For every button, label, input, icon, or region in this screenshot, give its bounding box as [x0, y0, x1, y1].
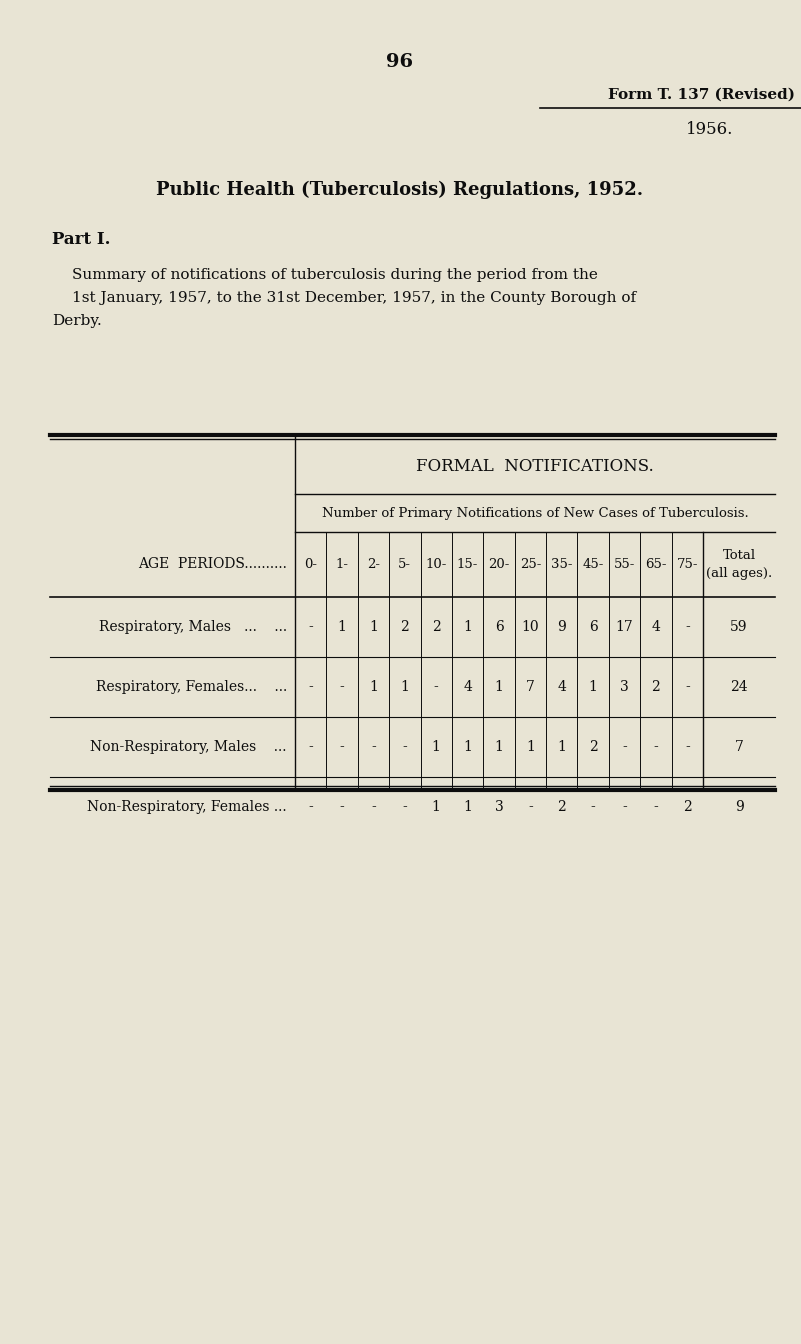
- Text: 1956.: 1956.: [686, 121, 734, 138]
- Text: 9: 9: [735, 800, 743, 814]
- Text: 6: 6: [495, 620, 503, 634]
- Text: Respiratory, Males   ...    ...: Respiratory, Males ... ...: [99, 620, 287, 634]
- Text: -: -: [622, 800, 627, 814]
- Text: 0-: 0-: [304, 558, 317, 571]
- Text: 4: 4: [651, 620, 660, 634]
- Text: 1: 1: [589, 680, 598, 694]
- Text: 15-: 15-: [457, 558, 478, 571]
- Text: 2: 2: [683, 800, 692, 814]
- Text: 10-: 10-: [425, 558, 447, 571]
- Text: 1: 1: [526, 741, 535, 754]
- Text: -: -: [340, 741, 344, 754]
- Text: 1: 1: [463, 800, 472, 814]
- Text: 65-: 65-: [645, 558, 666, 571]
- Text: 2: 2: [557, 800, 566, 814]
- Text: -: -: [434, 680, 439, 694]
- Text: 1: 1: [557, 741, 566, 754]
- Text: -: -: [528, 800, 533, 814]
- Text: 1: 1: [338, 620, 347, 634]
- Text: 45-: 45-: [582, 558, 604, 571]
- Text: -: -: [654, 741, 658, 754]
- Text: Non-Respiratory, Females ...: Non-Respiratory, Females ...: [87, 800, 287, 814]
- Text: 2: 2: [432, 620, 441, 634]
- Text: 20-: 20-: [489, 558, 509, 571]
- Text: Part I.: Part I.: [52, 231, 111, 249]
- Text: Number of Primary Notifications of New Cases of Tuberculosis.: Number of Primary Notifications of New C…: [322, 507, 748, 520]
- Text: 3: 3: [495, 800, 503, 814]
- Text: 25-: 25-: [520, 558, 541, 571]
- Text: 75-: 75-: [677, 558, 698, 571]
- Text: 3: 3: [620, 680, 629, 694]
- Text: -: -: [371, 800, 376, 814]
- Text: -: -: [308, 620, 313, 634]
- Text: -: -: [340, 800, 344, 814]
- Text: -: -: [402, 800, 407, 814]
- Text: 2: 2: [589, 741, 598, 754]
- Text: -: -: [308, 680, 313, 694]
- Text: 2: 2: [651, 680, 660, 694]
- Text: -: -: [308, 741, 313, 754]
- Text: 1-: 1-: [336, 558, 348, 571]
- Text: 24: 24: [731, 680, 748, 694]
- Text: 1: 1: [432, 800, 441, 814]
- Text: Total: Total: [723, 548, 755, 562]
- Text: Respiratory, Females...    ...: Respiratory, Females... ...: [96, 680, 287, 694]
- Text: Form T. 137 (Revised): Form T. 137 (Revised): [608, 87, 795, 102]
- Text: 59: 59: [731, 620, 748, 634]
- Text: -: -: [308, 800, 313, 814]
- Text: 1: 1: [369, 680, 378, 694]
- Text: -: -: [622, 741, 627, 754]
- Text: Derby.: Derby.: [52, 314, 102, 328]
- Text: 7: 7: [735, 741, 743, 754]
- Text: 5-: 5-: [398, 558, 412, 571]
- Text: -: -: [371, 741, 376, 754]
- Text: 1: 1: [463, 620, 472, 634]
- Text: -: -: [685, 680, 690, 694]
- Text: -: -: [402, 741, 407, 754]
- Text: -: -: [685, 741, 690, 754]
- Text: 1: 1: [400, 680, 409, 694]
- Text: 4: 4: [557, 680, 566, 694]
- Text: 1: 1: [494, 741, 504, 754]
- Text: 1: 1: [432, 741, 441, 754]
- Text: Non-Respiratory, Males    ...: Non-Respiratory, Males ...: [91, 741, 287, 754]
- Text: 2: 2: [400, 620, 409, 634]
- Text: 7: 7: [526, 680, 535, 694]
- Text: -: -: [685, 620, 690, 634]
- Text: 96: 96: [386, 52, 413, 71]
- Text: 1: 1: [494, 680, 504, 694]
- Text: -: -: [340, 680, 344, 694]
- Text: Public Health (Tuberculosis) Regulations, 1952.: Public Health (Tuberculosis) Regulations…: [156, 181, 643, 199]
- Text: -: -: [654, 800, 658, 814]
- Text: FORMAL  NOTIFICATIONS.: FORMAL NOTIFICATIONS.: [417, 458, 654, 474]
- Text: 1: 1: [369, 620, 378, 634]
- Text: 4: 4: [463, 680, 472, 694]
- Text: -: -: [591, 800, 595, 814]
- Text: 2-: 2-: [367, 558, 380, 571]
- Text: 1: 1: [463, 741, 472, 754]
- Text: 35-: 35-: [551, 558, 573, 571]
- Text: 1st January, 1957, to the 31st December, 1957, in the County Borough of: 1st January, 1957, to the 31st December,…: [72, 292, 636, 305]
- Text: 9: 9: [557, 620, 566, 634]
- Text: 55-: 55-: [614, 558, 635, 571]
- Text: (all ages).: (all ages).: [706, 567, 772, 581]
- Text: 6: 6: [589, 620, 598, 634]
- Text: 10: 10: [521, 620, 539, 634]
- Text: 17: 17: [616, 620, 634, 634]
- Text: AGE  PERIODS..........: AGE PERIODS..........: [138, 558, 287, 571]
- Text: Summary of notifications of tuberculosis during the period from the: Summary of notifications of tuberculosis…: [72, 267, 598, 282]
